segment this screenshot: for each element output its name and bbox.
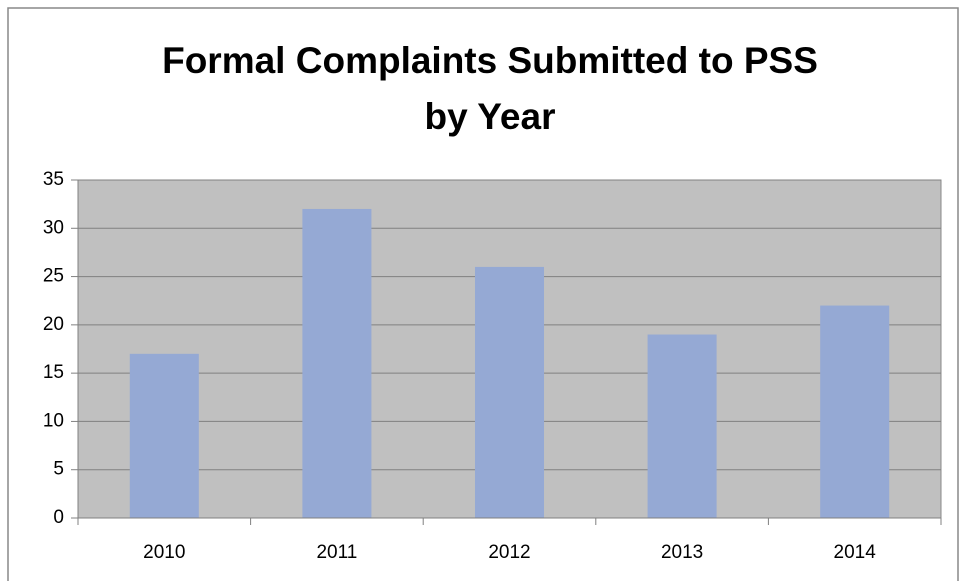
- x-tick-label: 2013: [661, 542, 703, 563]
- y-tick-label: 15: [43, 362, 64, 383]
- y-tick-label: 10: [43, 410, 64, 431]
- x-tick-label: 2011: [316, 542, 357, 563]
- y-tick-label: 35: [43, 169, 64, 190]
- y-tick-label: 5: [53, 459, 64, 480]
- bar: [302, 208, 372, 518]
- bar: [129, 353, 199, 518]
- chart-title: by Year: [425, 96, 556, 137]
- x-tick-label: 2010: [143, 542, 185, 563]
- bar: [647, 334, 717, 518]
- y-tick-label: 20: [43, 314, 64, 335]
- x-tick-label: 2012: [488, 542, 530, 563]
- chart-title: Formal Complaints Submitted to PSS: [162, 40, 818, 81]
- bar: [820, 305, 890, 518]
- y-tick-label: 30: [43, 217, 64, 238]
- x-tick-label: 2014: [834, 542, 877, 563]
- y-tick-label: 0: [53, 507, 64, 528]
- bar: [474, 266, 545, 518]
- y-tick-label: 25: [43, 266, 64, 287]
